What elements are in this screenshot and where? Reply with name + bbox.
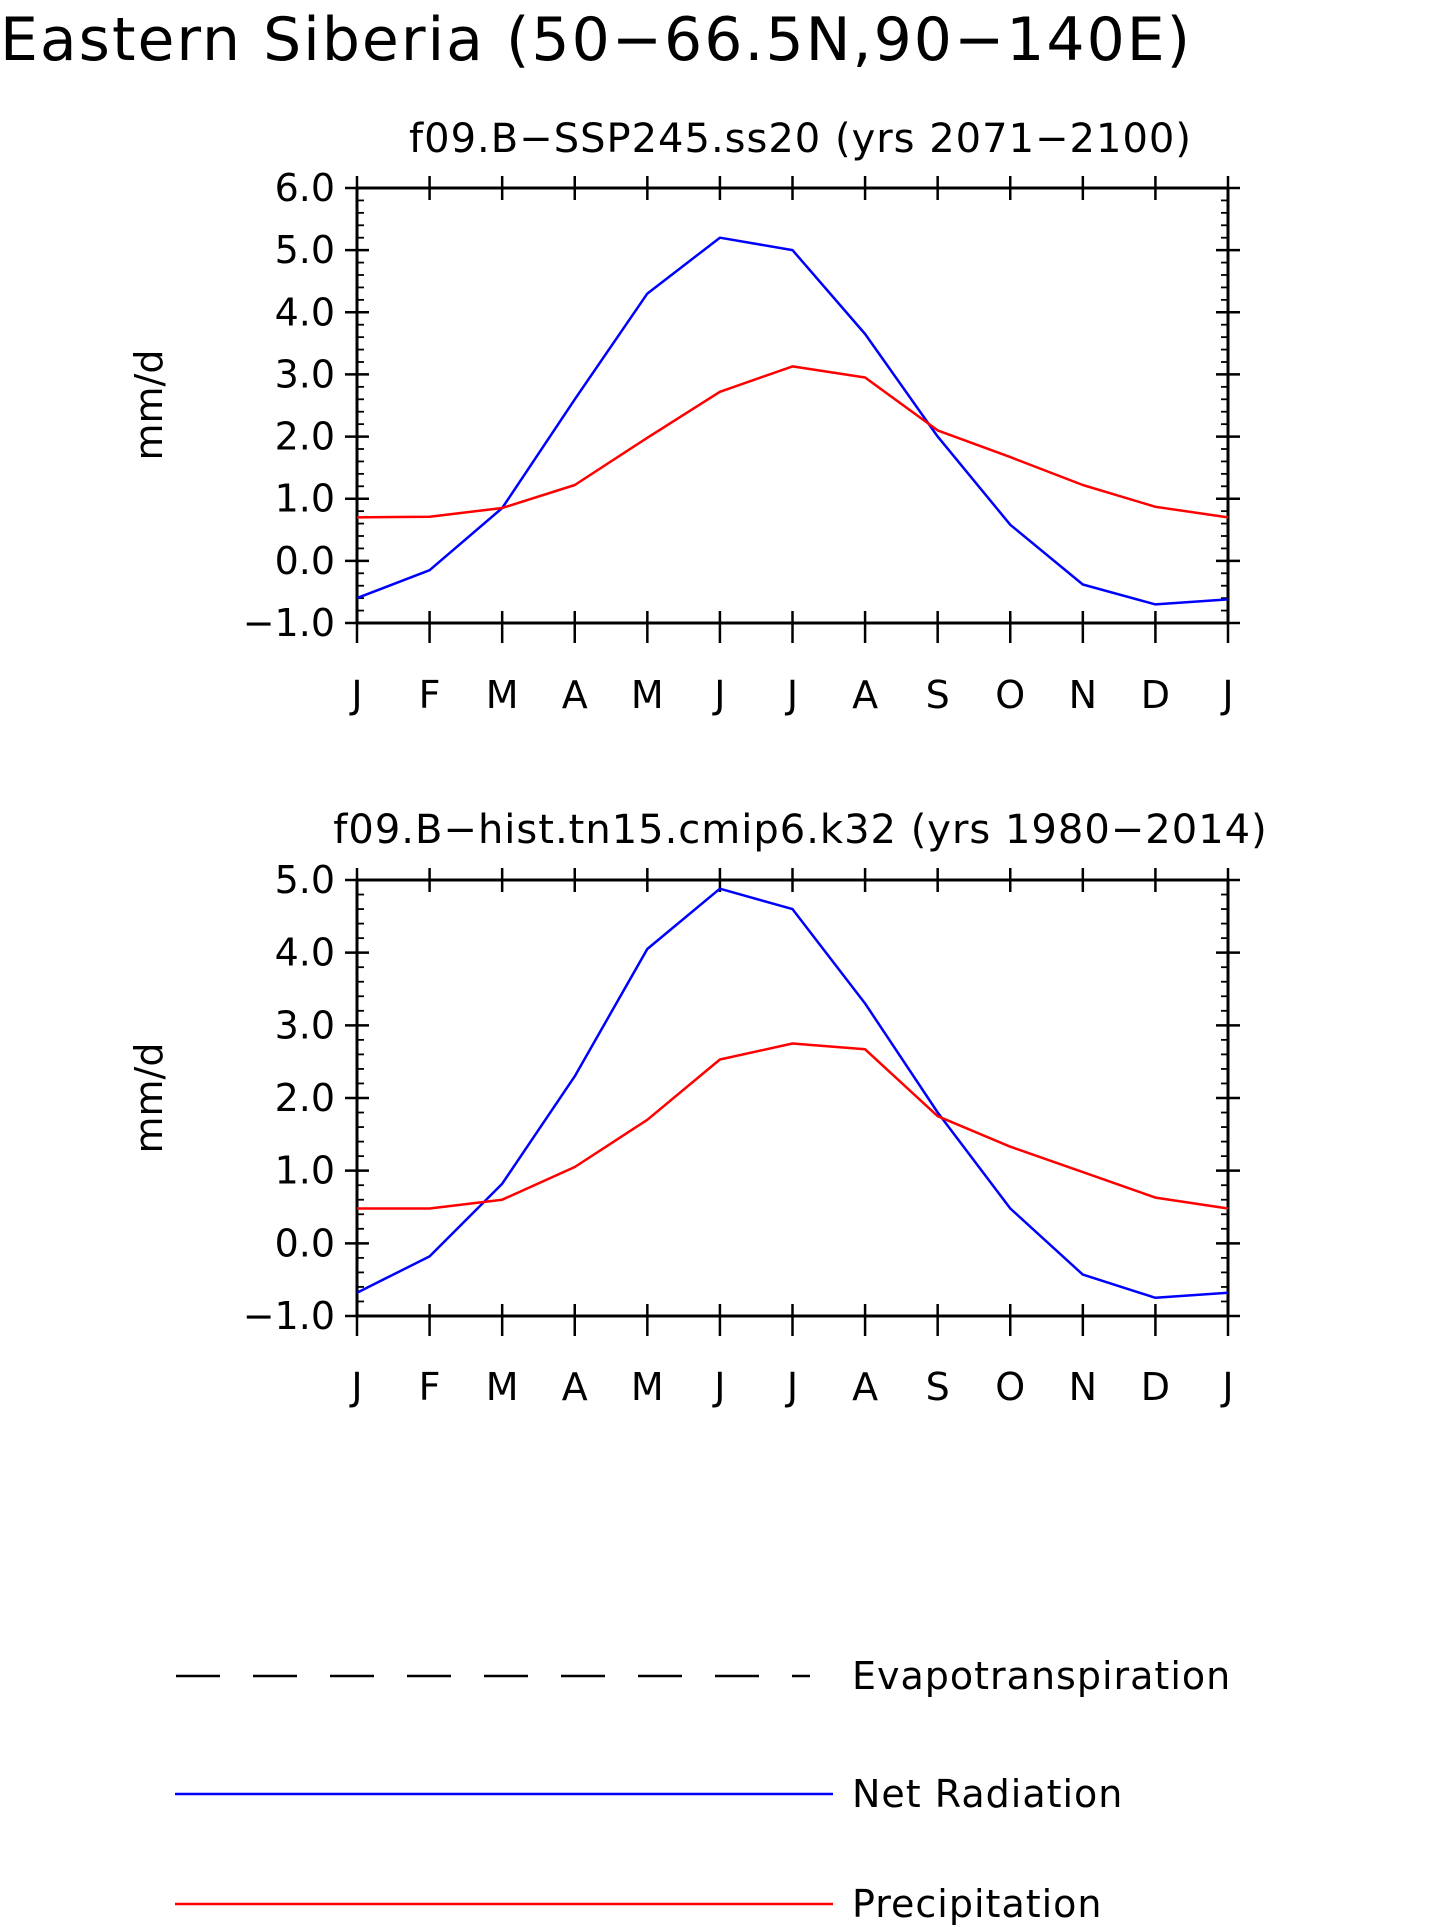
y-tick-label: 2.0 xyxy=(275,1076,335,1120)
panel-ssp245: f09.B−SSP245.ss20 (yrs 2071−2100) −1.0 0.0… xyxy=(127,116,1240,717)
panel-title: f09.B−SSP245.ss20 (yrs 2071−2100) xyxy=(409,116,1192,162)
legend: Evapotranspiration Net Radiation Precipita… xyxy=(175,1654,1231,1926)
x-tick-label: F xyxy=(419,1365,441,1409)
y-tick-label: 6.0 xyxy=(275,166,335,210)
x-tick-label: O xyxy=(995,673,1025,717)
x-tick-label: J xyxy=(349,673,362,717)
precipitation-line xyxy=(356,365,1229,519)
legend-label-precipitation: Precipitation xyxy=(852,1882,1103,1926)
legend-label-evapotranspiration: Evapotranspiration xyxy=(852,1654,1231,1698)
x-tick-label: D xyxy=(1141,673,1170,717)
x-tick-label: S xyxy=(926,673,950,717)
x-tick-label: F xyxy=(419,673,441,717)
x-tick-label: A xyxy=(562,1365,588,1409)
x-tick-label: J xyxy=(785,1365,798,1409)
y-tick-label: 4.0 xyxy=(275,931,335,975)
y-axis-label: mm/d xyxy=(127,350,171,461)
figure-title: Eastern Siberia (50−66.5N,90−140E) xyxy=(0,5,1192,75)
x-tick-label: O xyxy=(995,1365,1025,1409)
panel-title: f09.B−hist.tn15.cmip6.k32 (yrs 1980−2014… xyxy=(333,807,1267,853)
x-tick-label: M xyxy=(486,673,519,717)
net-radiation-line xyxy=(356,236,1229,606)
x-tick-label: S xyxy=(926,1365,950,1409)
y-tick-label: 4.0 xyxy=(275,290,335,334)
x-tick-label: M xyxy=(631,1365,664,1409)
plot-frame xyxy=(355,186,1230,625)
x-tick-label: J xyxy=(1220,1365,1233,1409)
x-tick-label: A xyxy=(852,673,878,717)
x-tick-label: J xyxy=(712,1365,725,1409)
y-tick-label: 1.0 xyxy=(275,477,335,521)
y-axis-label: mm/d xyxy=(127,1043,171,1154)
x-tick-label: N xyxy=(1069,673,1097,717)
y-tick-label: 1.0 xyxy=(275,1149,335,1193)
y-tick-label: 0.0 xyxy=(275,1221,335,1265)
y-tick-label: 5.0 xyxy=(275,858,335,902)
x-tick-label: J xyxy=(712,673,725,717)
x-tick-label: A xyxy=(852,1365,878,1409)
net-radiation-line xyxy=(356,887,1229,1300)
y-tick-label: −1.0 xyxy=(243,1294,335,1338)
x-tick-label: M xyxy=(486,1365,519,1409)
x-tick-label: J xyxy=(785,673,798,717)
x-tick-label: J xyxy=(349,1365,362,1409)
y-tick-label: 5.0 xyxy=(275,228,335,272)
x-tick-label: N xyxy=(1069,1365,1097,1409)
x-tick-label: J xyxy=(1220,673,1233,717)
x-tick-label: A xyxy=(562,673,588,717)
plot-frame xyxy=(355,878,1230,1318)
y-tick-label: −1.0 xyxy=(243,601,335,645)
panel-historical: f09.B−hist.tn15.cmip6.k32 (yrs 1980−2014… xyxy=(127,807,1267,1409)
x-tick-label: D xyxy=(1141,1365,1170,1409)
precipitation-line xyxy=(357,1042,1229,1210)
y-tick-label: 2.0 xyxy=(275,415,335,459)
legend-label-net-radiation: Net Radiation xyxy=(852,1772,1123,1816)
y-tick-label: 0.0 xyxy=(275,539,335,583)
y-tick-label: 3.0 xyxy=(275,1003,335,1047)
y-tick-label: 3.0 xyxy=(275,352,335,396)
x-tick-label: M xyxy=(631,673,664,717)
